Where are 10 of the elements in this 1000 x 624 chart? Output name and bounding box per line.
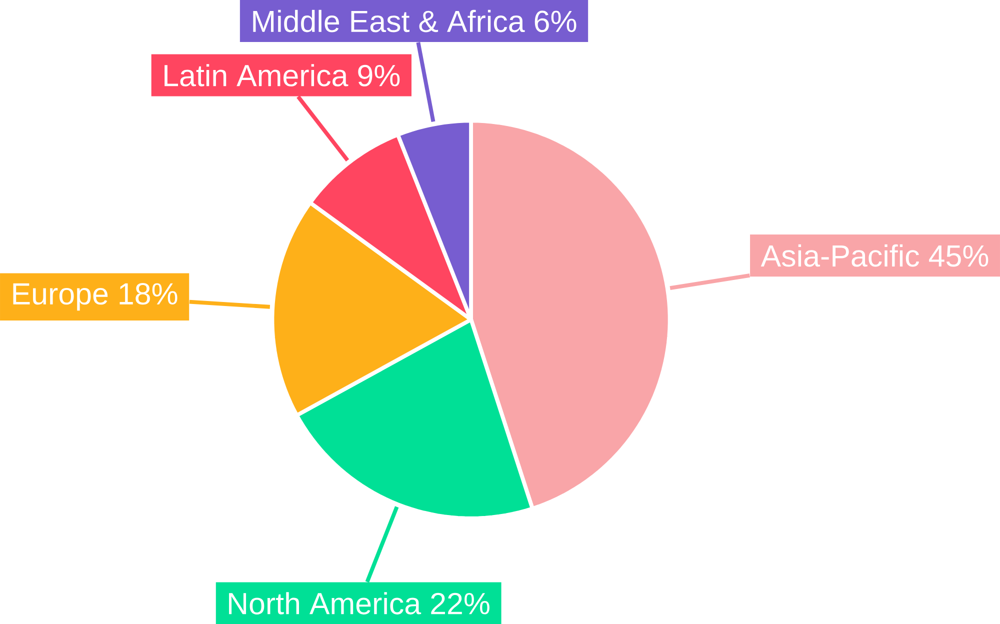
slice-label: Middle East & Africa: [253, 10, 525, 32]
data-label: 22%: [431, 592, 490, 614]
data-label: 45%: [929, 245, 988, 267]
slice-label: North America: [229, 592, 422, 614]
slice-label: Europe: [13, 283, 108, 311]
data-label: 6%: [534, 10, 576, 32]
slice-label: Asia-Pacific: [760, 244, 920, 267]
data-label: 18%: [120, 282, 178, 304]
slice-label: Latin America: [164, 64, 348, 86]
data-label: 9%: [358, 64, 400, 86]
